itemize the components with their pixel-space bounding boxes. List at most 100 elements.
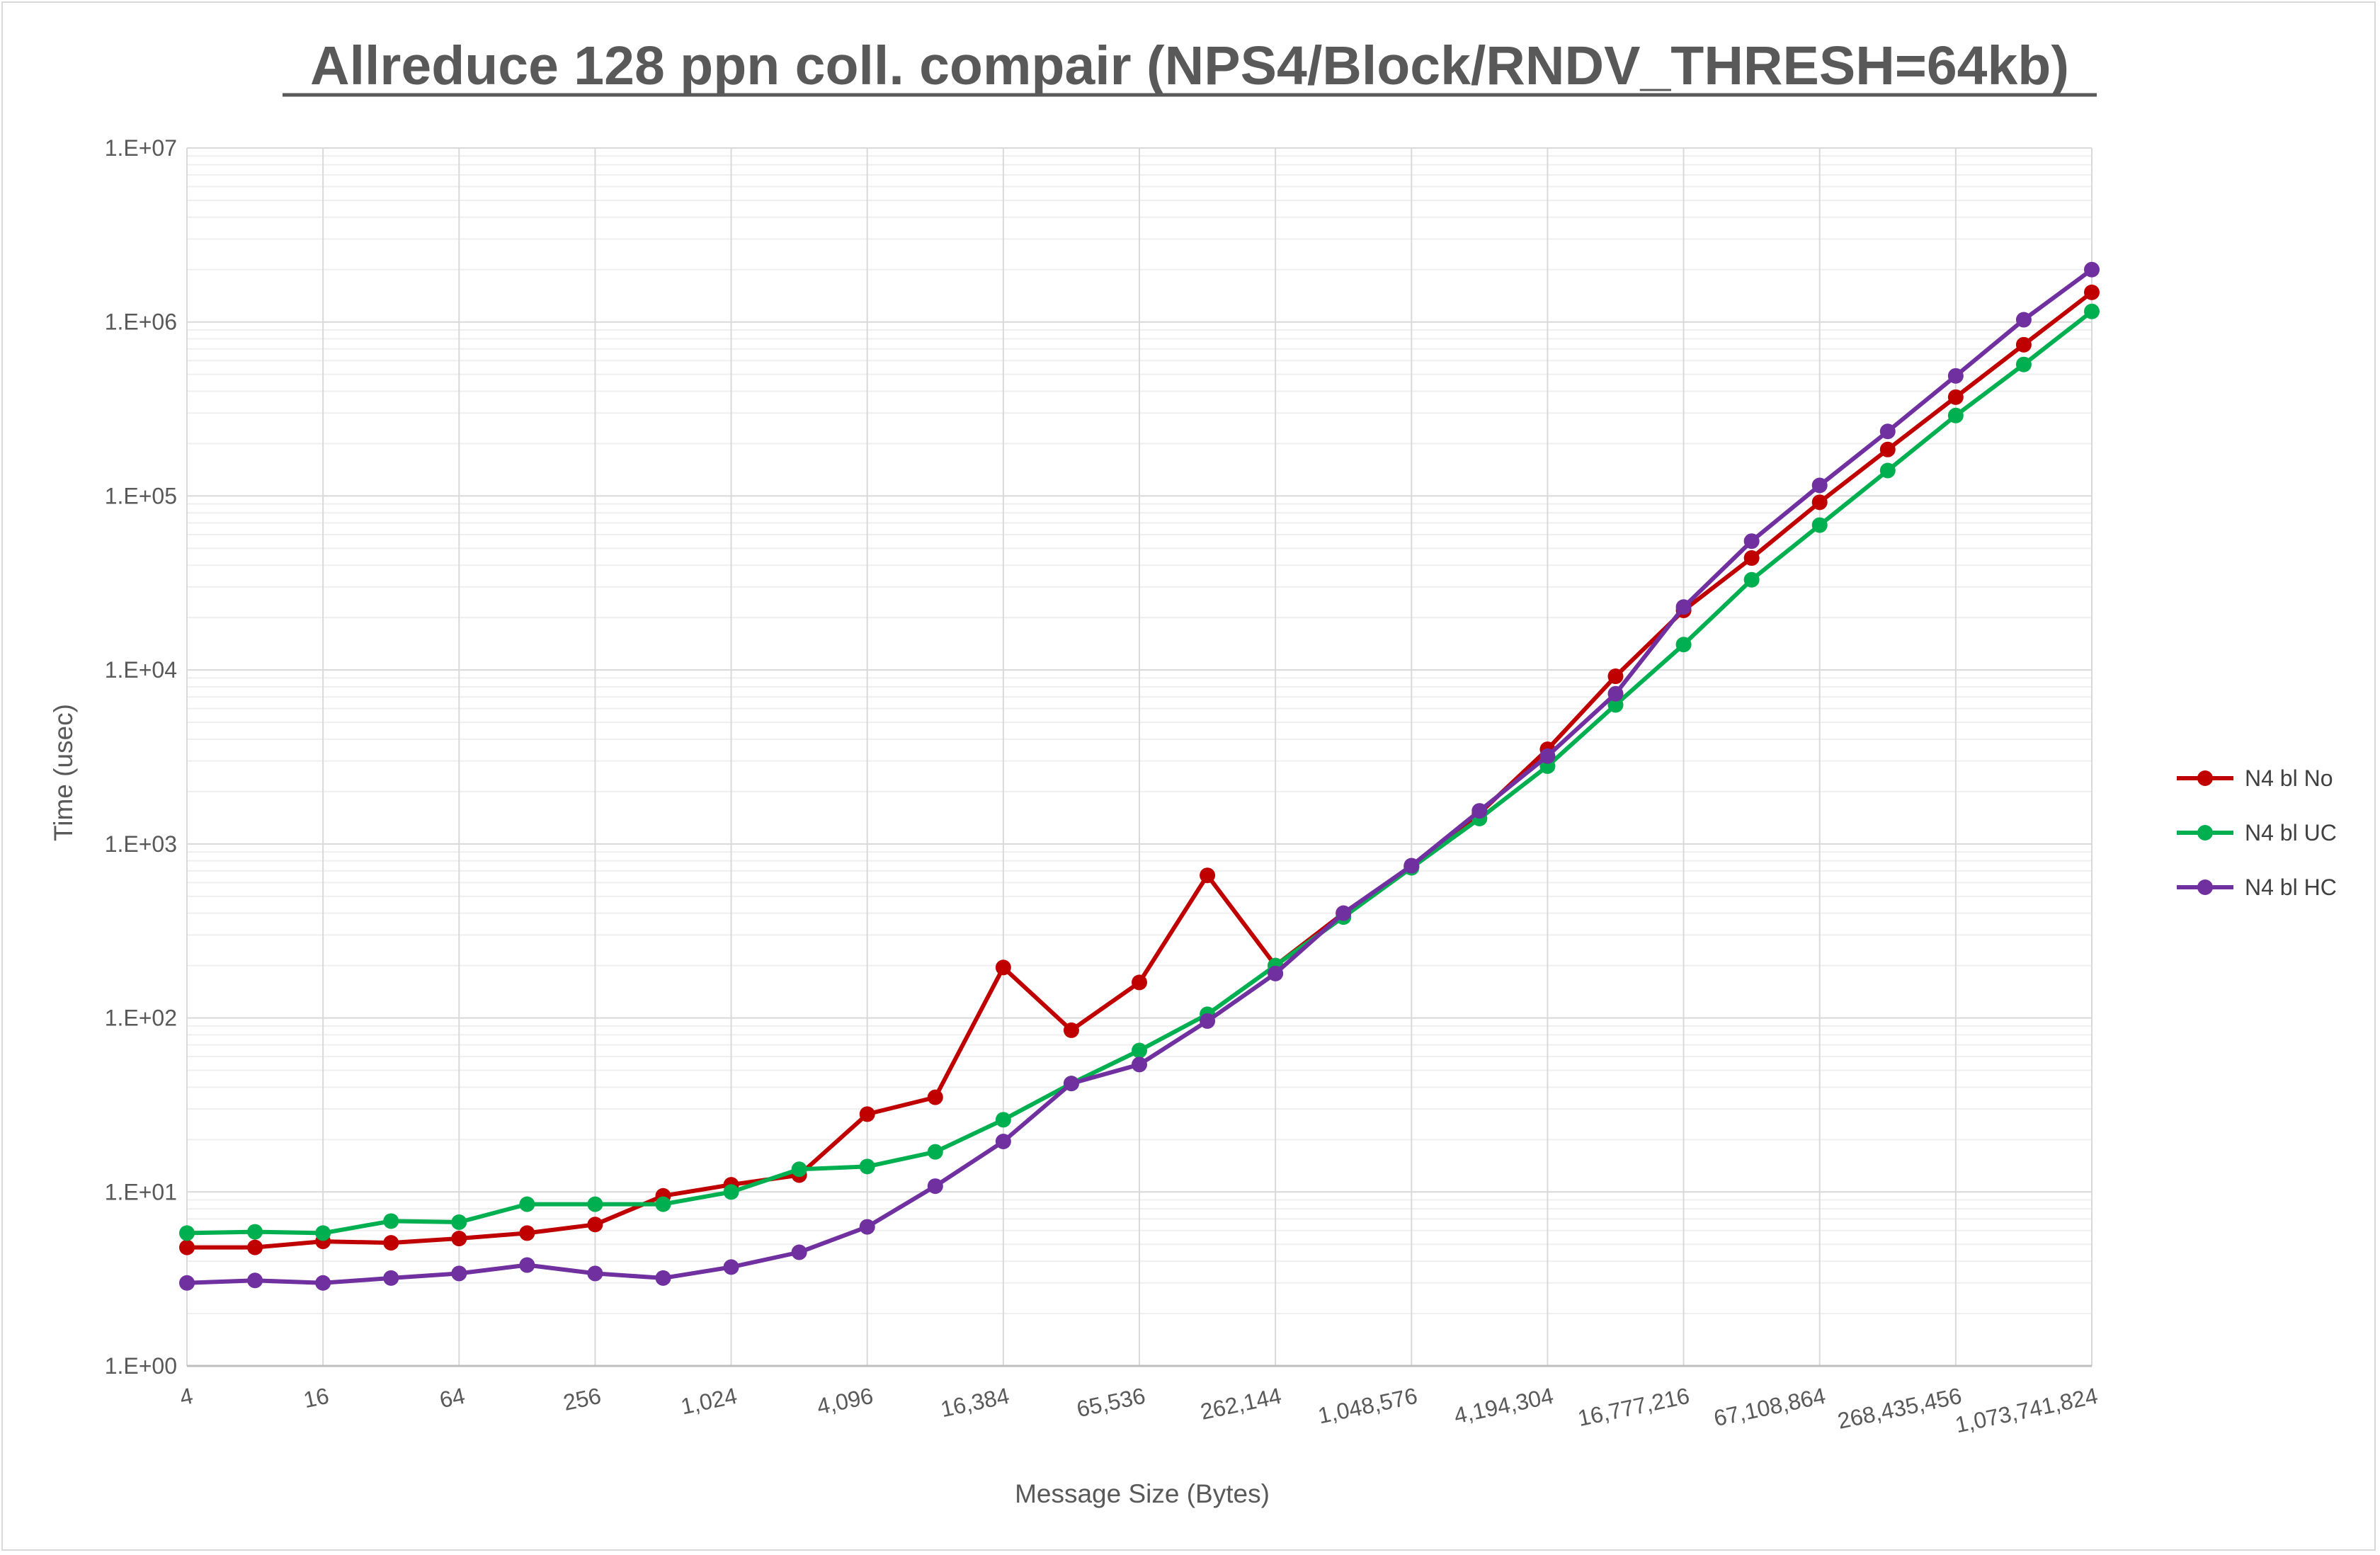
data-point xyxy=(1607,697,1624,713)
chart-svg: Allreduce 128 ppn coll. compair (NPS4/Bl… xyxy=(49,35,2337,1508)
data-point xyxy=(1675,637,1692,653)
legend-swatch-marker xyxy=(2197,879,2213,895)
data-point xyxy=(1879,423,1896,440)
x-tick-label: 64 xyxy=(437,1383,467,1413)
data-point xyxy=(723,1184,739,1200)
x-tick-label: 16,384 xyxy=(938,1383,1011,1423)
data-point xyxy=(927,1089,943,1105)
series-n4-bl-hc xyxy=(179,261,2100,1291)
data-point xyxy=(315,1225,331,1241)
data-point xyxy=(1403,858,1420,874)
data-point xyxy=(451,1265,467,1282)
data-point xyxy=(1063,1076,1079,1092)
data-point xyxy=(791,1161,807,1178)
data-point xyxy=(519,1225,535,1241)
x-tick-label: 67,108,864 xyxy=(1712,1383,1828,1432)
x-tick-label: 16 xyxy=(301,1383,331,1413)
data-point xyxy=(1675,599,1692,615)
data-point xyxy=(1063,1022,1079,1038)
data-point xyxy=(2084,284,2100,300)
data-point xyxy=(859,1158,875,1175)
data-point xyxy=(1743,550,1760,566)
y-tick-label: 1.E+00 xyxy=(105,1353,177,1379)
data-point xyxy=(1947,389,1964,405)
data-point xyxy=(587,1196,603,1212)
data-point xyxy=(995,1134,1011,1150)
legend-item: N4 bl HC xyxy=(2177,875,2337,900)
data-point xyxy=(1879,462,1896,479)
data-point xyxy=(1607,685,1624,702)
data-point xyxy=(1743,533,1760,549)
x-tick-label: 262,144 xyxy=(1198,1383,1284,1425)
data-point xyxy=(1471,803,1488,819)
data-point xyxy=(2015,312,2032,328)
grid-layer xyxy=(186,147,2093,1367)
x-axis-title: Message Size (Bytes) xyxy=(1015,1479,1270,1508)
data-point xyxy=(1336,905,1352,921)
data-point xyxy=(655,1196,671,1212)
x-tick-label: 4,096 xyxy=(814,1383,875,1420)
legend-label: N4 bl No xyxy=(2245,765,2333,791)
legend-label: N4 bl UC xyxy=(2245,820,2337,845)
data-point xyxy=(995,959,1011,976)
legend-label: N4 bl HC xyxy=(2245,875,2337,900)
x-tick-label: 4,194,304 xyxy=(1452,1383,1556,1429)
data-point xyxy=(1947,407,1964,423)
data-point xyxy=(519,1257,535,1273)
data-point xyxy=(1811,494,1828,511)
series-n4-bl-uc xyxy=(179,303,2100,1241)
legend-swatch-marker xyxy=(2197,825,2213,841)
data-point xyxy=(587,1217,603,1233)
x-tick-label: 1,073,741,824 xyxy=(1953,1383,2100,1438)
data-point xyxy=(1268,965,1284,981)
y-tick-label: 1.E+03 xyxy=(105,831,177,857)
data-point xyxy=(2084,261,2100,278)
data-point xyxy=(247,1272,263,1289)
x-tick-label: 4 xyxy=(178,1383,195,1411)
data-point xyxy=(2015,356,2032,372)
legend: N4 bl No N4 bl UC N4 bl HC xyxy=(2177,765,2337,900)
data-point xyxy=(383,1235,399,1251)
data-point xyxy=(655,1270,671,1286)
data-point xyxy=(723,1259,739,1275)
data-point xyxy=(927,1144,943,1160)
data-point xyxy=(859,1219,875,1235)
data-point xyxy=(451,1231,467,1247)
data-point xyxy=(383,1270,399,1286)
legend-item: N4 bl No xyxy=(2177,765,2333,791)
data-point xyxy=(1132,1056,1147,1073)
data-point xyxy=(995,1112,1011,1128)
data-point xyxy=(179,1239,195,1255)
data-point xyxy=(1947,368,1964,384)
data-point xyxy=(1811,517,1828,533)
y-axis-title: Time (usec) xyxy=(49,704,78,841)
data-point xyxy=(587,1265,603,1282)
x-tick-label: 256 xyxy=(561,1383,603,1416)
data-point xyxy=(1743,571,1760,588)
x-tick-label: 268,435,456 xyxy=(1835,1383,1964,1434)
y-tick-label: 1.E+07 xyxy=(105,135,177,161)
data-point xyxy=(2015,336,2032,353)
data-point xyxy=(179,1225,195,1241)
data-point xyxy=(1200,867,1216,884)
data-point xyxy=(1539,748,1556,764)
data-point xyxy=(247,1224,263,1240)
series-layer xyxy=(179,261,2100,1291)
x-tick-label: 1,048,576 xyxy=(1316,1383,1420,1429)
x-tick-label: 65,536 xyxy=(1074,1383,1147,1423)
x-tick-label: 16,777,216 xyxy=(1576,1383,1692,1432)
data-point xyxy=(1811,477,1828,494)
data-point xyxy=(383,1213,399,1229)
data-point xyxy=(179,1275,195,1291)
x-tick-label: 1,024 xyxy=(678,1383,739,1420)
data-point xyxy=(247,1239,263,1255)
data-point xyxy=(1132,974,1147,991)
y-tick-label: 1.E+02 xyxy=(105,1006,177,1031)
y-tick-label: 1.E+05 xyxy=(105,483,177,508)
data-point xyxy=(2084,303,2100,319)
data-point xyxy=(519,1196,535,1212)
data-point xyxy=(791,1244,807,1260)
data-point xyxy=(927,1178,943,1195)
data-point xyxy=(859,1106,875,1122)
